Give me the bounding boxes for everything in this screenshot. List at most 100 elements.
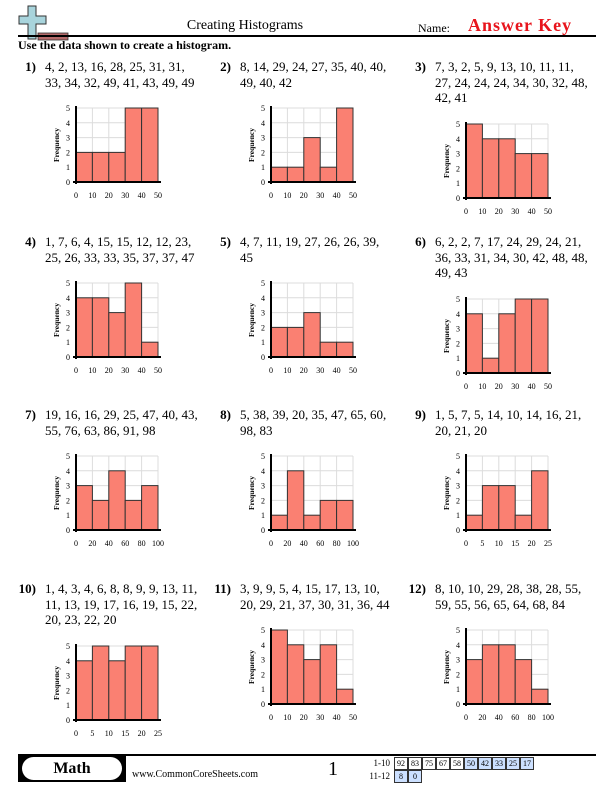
x-tick-label: 40 <box>333 191 341 200</box>
y-tick-label: 3 <box>66 671 70 680</box>
problem-data: 7, 3, 2, 5, 9, 13, 10, 11, 11, 27, 24, 24… <box>435 59 588 106</box>
problem-number: 5) <box>220 234 231 249</box>
y-tick-label: 3 <box>456 324 460 333</box>
x-tick-label: 20 <box>300 366 308 375</box>
histogram-bar <box>108 312 126 358</box>
histogram-bar <box>514 298 533 373</box>
histogram-bar <box>303 137 321 183</box>
x-tick-label: 80 <box>528 713 536 722</box>
problem-data: 1, 7, 6, 4, 15, 15, 12, 12, 23, 25, 26, 3… <box>45 234 195 265</box>
x-tick-label: 60 <box>121 539 129 548</box>
x-tick-label: 0 <box>269 713 273 722</box>
y-tick-label: 4 <box>66 467 70 476</box>
histogram-bar <box>498 137 516 198</box>
x-tick-label: 40 <box>138 366 146 375</box>
histogram-bar <box>270 629 288 705</box>
histogram-bar <box>319 166 338 183</box>
data-line: 45 <box>240 249 253 265</box>
histogram-bar <box>108 470 126 531</box>
y-axis-label: Frequency <box>442 650 451 684</box>
histogram: 0 1 2 3 4 5 0 20 40 60 80 100 Frequency <box>442 626 554 722</box>
y-axis-label: Frequency <box>52 476 61 510</box>
score-cell: 92 <box>394 757 408 770</box>
x-tick-label: 0 <box>269 366 273 375</box>
x-tick-label: 80 <box>333 539 341 548</box>
x-tick-label: 40 <box>138 191 146 200</box>
histogram-bar <box>286 166 305 183</box>
histogram-bar <box>336 688 354 705</box>
x-tick-label: 20 <box>300 191 308 200</box>
x-tick-label: 20 <box>88 539 96 548</box>
y-tick-label: 4 <box>456 641 460 650</box>
x-tick-label: 20 <box>283 539 291 548</box>
y-tick-label: 4 <box>456 309 460 318</box>
data-line: 59, 55, 56, 65, 64, 68, 84 <box>435 596 565 612</box>
problem-data: 8, 14, 29, 24, 27, 35, 40, 40, 49, 40, 42 <box>240 59 386 90</box>
x-tick-label: 10 <box>88 191 96 200</box>
website-link[interactable]: www.CommonCoreSheets.com <box>132 769 259 780</box>
x-tick-label: 10 <box>88 366 96 375</box>
histogram-bar <box>141 645 159 720</box>
x-tick-label: 30 <box>316 191 324 200</box>
y-tick-label: 1 <box>456 354 460 363</box>
problem-number: 11) <box>214 581 231 596</box>
x-tick-label: 40 <box>528 382 536 391</box>
score-cell: 8 <box>394 770 408 783</box>
x-tick-label: 0 <box>74 539 78 548</box>
y-tick-label: 3 <box>261 309 265 318</box>
histogram-bar <box>531 298 549 373</box>
y-tick-label: 5 <box>261 626 265 635</box>
x-tick-label: 10 <box>478 207 486 216</box>
score-row-label: 1-10 <box>373 758 391 768</box>
y-tick-label: 5 <box>261 279 265 288</box>
x-tick-label: 20 <box>495 382 503 391</box>
x-tick-label: 25 <box>154 729 162 738</box>
x-tick-label: 40 <box>528 207 536 216</box>
y-tick-label: 2 <box>261 148 265 157</box>
score-cell: 58 <box>450 757 464 770</box>
y-tick-label: 3 <box>261 656 265 665</box>
y-tick-label: 2 <box>66 323 70 332</box>
x-tick-label: 40 <box>300 539 308 548</box>
score-cell: 17 <box>520 757 534 770</box>
histogram-bar <box>319 499 338 531</box>
problem-number: 7) <box>25 407 36 422</box>
y-tick-label: 0 <box>456 526 460 535</box>
problem-number: 9) <box>415 407 426 422</box>
x-tick-label: 20 <box>300 713 308 722</box>
y-tick-label: 1 <box>456 179 460 188</box>
problem-data: 8, 10, 10, 29, 28, 38, 28, 55, 59, 55, 56… <box>435 581 581 612</box>
histogram-bar <box>124 645 143 720</box>
y-tick-label: 0 <box>261 526 265 535</box>
problem-number: 3) <box>415 59 426 74</box>
x-tick-label: 100 <box>542 713 554 722</box>
y-tick-label: 4 <box>261 294 265 303</box>
problem-number: 12) <box>408 581 426 596</box>
histogram-bar <box>75 659 93 720</box>
data-line: 1, 5, 7, 5, 14, 10, 14, 16, 21, <box>435 407 582 422</box>
histogram: 0 1 2 3 4 5 0 5 10 15 20 25 Frequency <box>442 452 552 548</box>
data-line: 20, 21, 20 <box>435 422 487 438</box>
y-tick-label: 1 <box>261 511 265 520</box>
data-line: 7, 3, 2, 5, 9, 13, 10, 11, 11, <box>435 59 574 74</box>
problem-data: 1, 5, 7, 5, 14, 10, 14, 16, 21, 20, 21, 2… <box>435 407 581 438</box>
y-axis-label: Frequency <box>247 650 256 684</box>
x-tick-label: 50 <box>544 207 552 216</box>
y-tick-label: 2 <box>66 496 70 505</box>
data-line: 55, 76, 63, 86, 91, 98 <box>45 422 156 438</box>
y-tick-label: 2 <box>261 323 265 332</box>
y-tick-label: 1 <box>261 685 265 694</box>
instructions: Use the data shown to create a histogram… <box>18 38 232 52</box>
histogram-bar <box>303 659 321 705</box>
x-tick-label: 0 <box>269 539 273 548</box>
histogram-bar <box>498 644 516 705</box>
histogram-bar <box>108 659 126 720</box>
histogram-bar <box>498 485 516 531</box>
y-tick-label: 4 <box>261 467 265 476</box>
histogram-bar <box>124 282 143 358</box>
data-line: 49, 40, 42 <box>240 74 292 90</box>
problem-number: 1) <box>25 59 36 74</box>
x-tick-label: 10 <box>478 382 486 391</box>
y-tick-label: 3 <box>456 149 460 158</box>
